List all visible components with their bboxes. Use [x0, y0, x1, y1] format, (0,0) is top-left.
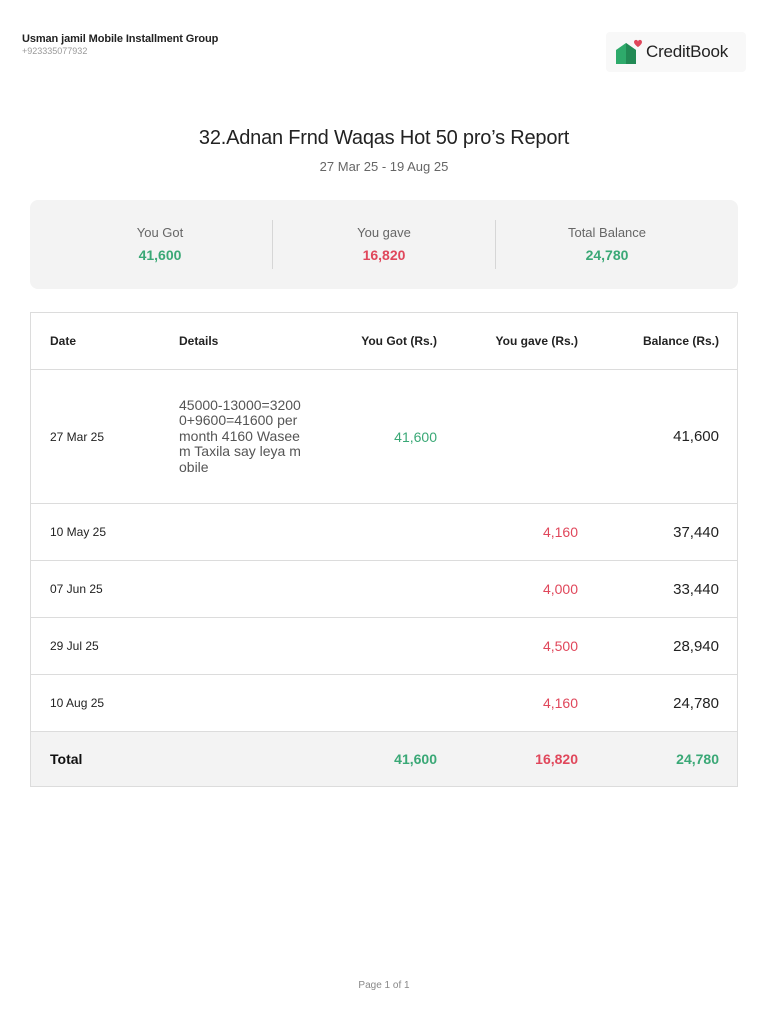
row-date: 10 May 25 [50, 525, 107, 539]
ledger-table: Date Details You Got (Rs.) You gave (Rs.… [30, 312, 738, 787]
summary-total-balance: Total Balance 24,780 [496, 200, 718, 289]
row-details [179, 675, 304, 731]
row-you-got: 41,600 [394, 428, 437, 445]
header-date: Date [50, 334, 77, 348]
row-date: 10 Aug 25 [50, 696, 105, 710]
table-header-row: Date Details You Got (Rs.) You gave (Rs.… [31, 313, 737, 370]
header-details: Details [179, 334, 219, 348]
row-date: 07 Jun 25 [50, 582, 103, 596]
report-title: 32.Adnan Frnd Waqas Hot 50 pro’s Report [198, 127, 570, 149]
total-you-gave: 16,820 [535, 751, 578, 767]
summary-balance-label: Total Balance [567, 225, 647, 240]
row-date: 29 Jul 25 [50, 639, 99, 653]
summary-divider [272, 220, 273, 269]
summary-got-label: You Got [136, 225, 184, 240]
summary-got-value: 41,600 [138, 247, 182, 263]
summary-you-gave: You gave 16,820 [273, 200, 495, 289]
row-details: 45000-13000=32000+9600=41600 per month 4… [179, 396, 301, 475]
table-row: 07 Jun 25 4,000 33,440 [31, 561, 737, 618]
row-balance: 24,780 [673, 694, 719, 712]
table-row: 27 Mar 25 45000-13000=32000+9600=41600 p… [31, 370, 737, 504]
summary-gave-label: You gave [357, 225, 411, 240]
brand-name: CreditBook [646, 42, 729, 61]
row-balance: 33,440 [673, 580, 719, 598]
creditbook-house-heart-icon [615, 38, 643, 71]
summary-gave-value: 16,820 [362, 247, 406, 263]
business-header: Usman jamil Mobile Installment Group +92… [22, 33, 218, 56]
summary-balance-value: 24,780 [585, 247, 629, 263]
total-you-got: 41,600 [394, 751, 437, 767]
row-details [179, 504, 304, 560]
row-you-gave: 4,500 [542, 638, 578, 654]
summary-divider [495, 220, 496, 269]
table-row: 10 Aug 25 4,160 24,780 [31, 675, 737, 732]
table-total-row: Total 41,600 16,820 24,780 [31, 732, 737, 786]
row-details [179, 561, 304, 617]
table-row: 29 Jul 25 4,500 28,940 [31, 618, 737, 675]
business-name: Usman jamil Mobile Installment Group [22, 33, 219, 45]
header-balance: Balance (Rs.) [642, 334, 719, 348]
row-date: 27 Mar 25 [50, 429, 105, 444]
business-phone: +923335077932 [22, 46, 88, 56]
total-label: Total [50, 751, 83, 767]
page-number: Page 1 of 1 [358, 980, 410, 991]
report-date-range: 27 Mar 25 - 19 Aug 25 [319, 159, 449, 174]
summary-card: You Got 41,600 You gave 16,820 Total Bal… [30, 200, 738, 289]
creditbook-logo: CreditBook [606, 32, 746, 72]
row-balance: 37,440 [673, 523, 719, 541]
row-balance: 28,940 [673, 637, 719, 655]
row-you-gave: 4,160 [542, 695, 578, 711]
total-balance: 24,780 [676, 751, 719, 767]
summary-you-got: You Got 41,600 [49, 200, 271, 289]
header-you-gave: You gave (Rs.) [495, 334, 578, 348]
table-row: 10 May 25 4,160 37,440 [31, 504, 737, 561]
row-balance: 41,600 [673, 428, 719, 445]
header-you-got: You Got (Rs.) [361, 334, 437, 348]
row-you-gave: 4,160 [542, 524, 578, 540]
row-details [179, 618, 304, 674]
row-you-gave: 4,000 [542, 581, 578, 597]
